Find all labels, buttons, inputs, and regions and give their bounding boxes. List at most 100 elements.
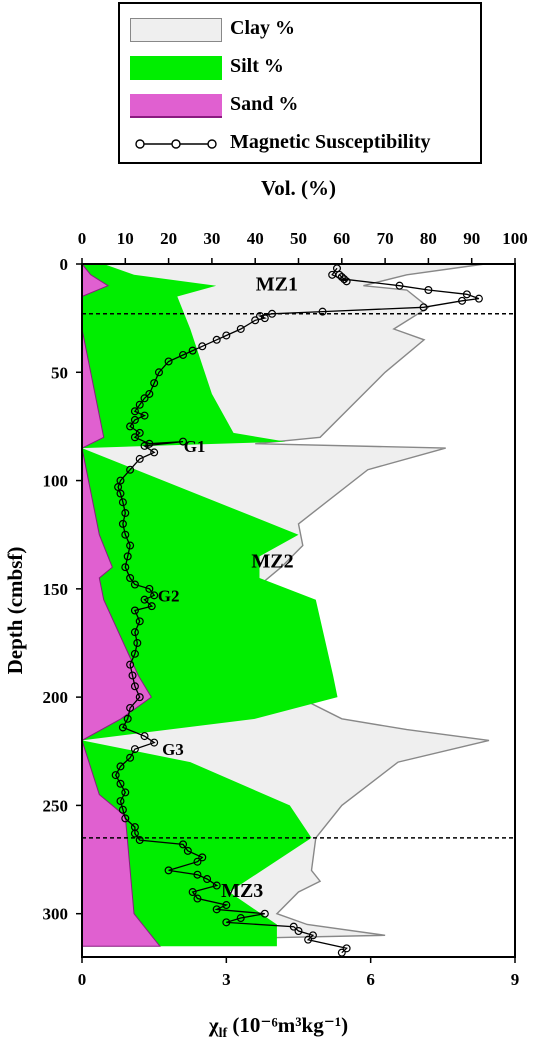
legend-item-clay: Clay % [126,16,476,44]
depth-tick-label: 100 [43,472,69,491]
top-tick-label: 90 [463,229,480,248]
magsus-point [118,805,127,814]
magsus-point [145,584,154,593]
legend-item-sand: Sand % [126,92,476,120]
y-axis-title: Depth (cmbsf) [3,547,27,675]
magsus-point [150,738,159,747]
legend-label-clay: Clay % [230,17,295,39]
bottom-axis-title: χlf (10⁻⁶m³kg⁻¹) [208,1013,348,1041]
magsus-point [145,389,154,398]
magsus-point [183,846,192,855]
magsus-point [118,519,127,528]
magsus-point [188,346,197,355]
magsus-point [140,411,149,420]
clay-swatch [130,18,222,42]
magsus-point [458,296,467,305]
zone-labels: MZ1 MZ2 MZ3 G1 G2 G3 [158,273,298,901]
depth-tick-label: 150 [43,580,69,599]
magsus-point [147,602,156,611]
magsus-point [268,309,277,318]
magsus-point [222,901,231,910]
magsus-point [130,649,139,658]
magsus-point [133,638,142,647]
magsus-point [135,617,144,626]
magsus-point [340,275,349,284]
magsus-point [130,745,139,754]
magsus-point [294,927,303,936]
magsus-point [188,888,197,897]
magsus-point [121,509,130,518]
magsus-point [116,797,125,806]
depth-tick-label: 50 [51,363,68,382]
magsus-point [424,285,433,294]
magsus-point [150,448,159,457]
magsus-swatch [135,139,217,149]
top-tick-label: 50 [290,229,307,248]
magsus-point [260,909,269,918]
magsus-point [198,853,207,862]
magsus-point [140,441,149,450]
magsus-point [116,489,125,498]
magsus-point [342,944,351,953]
legend-item-silt: Silt % [126,54,476,82]
axes: 0 10 20 30 40 50 60 70 80 90 100 Vol. (%) 0 3 6 9 χlf (1… [3,176,528,1041]
magsus-point [462,290,471,299]
magsus-point [308,931,317,940]
magsus-point [135,836,144,845]
magsus-point [318,307,327,316]
magsus-point [126,753,135,762]
bottom-tick-label: 6 [366,970,375,989]
depth-tick-label: 0 [60,255,69,274]
magsus-point [126,465,135,474]
magsus-point [126,574,135,583]
magsus-point [118,723,127,732]
magsus-point [222,331,231,340]
magsus-point [121,563,130,572]
magsus-point [116,779,125,788]
magsus-point [116,762,125,771]
magsus-point [342,277,351,286]
magsus-point [193,857,202,866]
top-tick-label: 100 [502,229,528,248]
zone-label: MZ3 [221,880,263,902]
magsus-point [203,875,212,884]
magsus-point [164,357,173,366]
magsus-point [289,922,298,931]
magsus-point [135,454,144,463]
magsus-point [111,771,120,780]
magsus-point [130,606,139,615]
magsus-point [128,671,137,680]
magsus-point [135,428,144,437]
magsus-point [419,303,428,312]
magsus-point [140,595,149,604]
magsus-point [123,714,132,723]
top-tick-label: 70 [377,229,394,248]
legend-label-sand: Sand % [230,93,299,115]
magsus-point [150,379,159,388]
magsus-point [212,881,221,890]
magsus-point [126,660,135,669]
magsus-point [135,400,144,409]
legend: Clay % Silt % Sand % Magnetic Susceptibi… [118,2,482,164]
magsus-line [114,267,480,954]
magsus-point [130,407,139,416]
magsus-point [154,368,163,377]
legend-label-silt: Silt % [230,55,284,77]
magsus-point [304,935,313,944]
sand-swatch [130,94,222,118]
magsus-point [126,703,135,712]
zone-label: MZ2 [251,551,293,573]
magsus-point [130,628,139,637]
top-tick-label: 60 [333,229,350,248]
depth-tick-label: 300 [43,905,69,924]
bottom-tick-label: 9 [511,970,520,989]
magsus-point [130,682,139,691]
magsus-point [179,840,188,849]
magsus-point [222,918,231,927]
top-tick-label: 10 [117,229,134,248]
magsus-point [140,394,149,403]
magsus-point [256,311,265,320]
legend-label-magsus: Magnetic Susceptibility [230,131,431,153]
bottom-tick-label: 3 [222,970,231,989]
